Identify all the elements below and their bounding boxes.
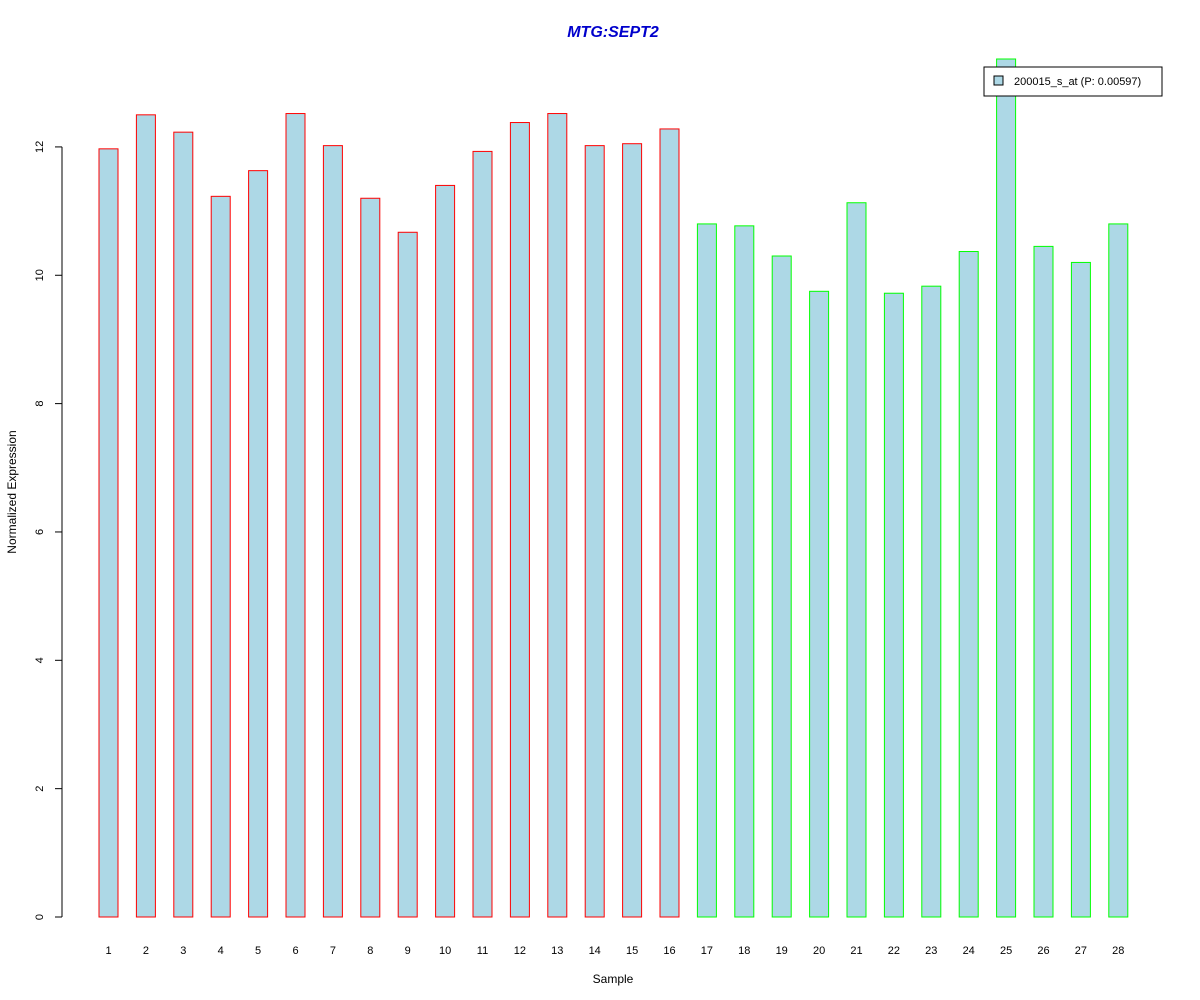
bar-sample-28 [1108, 223, 1129, 918]
x-tick-label: 26 [1037, 945, 1049, 957]
x-tick-label: 10 [439, 945, 451, 957]
bar-sample-2 [135, 114, 156, 918]
bar-sample-6 [285, 113, 306, 918]
y-tick-label: 0 [34, 914, 46, 920]
x-axis-ticks: 1 2 3 4 5 6 7 8 9 10 11 12 13 14 15 16 17 18 19 20 21 22 23 24 2… [105, 945, 1124, 957]
bar-sample-7 [322, 145, 343, 918]
bar-sample-21 [846, 202, 867, 918]
bar-sample-16 [659, 128, 680, 918]
x-tick-label: 3 [180, 945, 186, 957]
y-tick-label: 4 [34, 657, 46, 663]
bar-sample-19 [771, 255, 792, 918]
y-axis-label: Normalized Expression [5, 430, 19, 553]
x-tick-label: 11 [477, 945, 488, 957]
chart-title: MTG:SEPT2 [567, 24, 659, 41]
x-tick-label: 15 [626, 945, 638, 957]
x-tick-label: 12 [514, 945, 526, 957]
x-tick-label: 9 [405, 945, 411, 957]
bar-sample-8 [360, 197, 381, 918]
bar-sample-3 [173, 131, 194, 918]
bar-sample-13 [547, 113, 568, 918]
bar-sample-11 [472, 150, 493, 918]
y-tick-label: 8 [34, 401, 46, 407]
x-tick-label: 5 [255, 945, 261, 957]
bar-sample-18 [734, 225, 755, 918]
legend: 200015_s_at (P: 0.00597) [983, 66, 1163, 97]
x-tick-label: 4 [218, 945, 224, 957]
x-tick-label: 27 [1075, 945, 1087, 957]
x-tick-label: 19 [776, 945, 788, 957]
bar-sample-4 [210, 195, 231, 918]
bars [98, 58, 1129, 918]
bar-sample-20 [809, 290, 830, 918]
bar-sample-25 [996, 58, 1017, 918]
bar-sample-27 [1070, 261, 1091, 918]
x-tick-label: 28 [1112, 945, 1124, 957]
y-tick-label: 6 [34, 529, 46, 535]
bar-sample-15 [622, 143, 643, 918]
x-tick-label: 14 [589, 945, 601, 957]
x-tick-label: 8 [367, 945, 373, 957]
x-tick-label: 13 [551, 945, 563, 957]
legend-swatch [993, 75, 1004, 86]
bar-sample-24 [958, 251, 979, 918]
x-tick-label: 23 [925, 945, 937, 957]
x-tick-label: 21 [850, 945, 862, 957]
y-tick-label: 10 [34, 269, 46, 281]
x-tick-label: 16 [663, 945, 675, 957]
x-tick-label: 7 [330, 945, 336, 957]
y-tick-label: 12 [34, 141, 46, 153]
bar-sample-14 [584, 145, 605, 918]
x-tick-label: 25 [1000, 945, 1012, 957]
x-tick-label: 6 [292, 945, 298, 957]
x-tick-label: 18 [738, 945, 750, 957]
x-tick-label: 1 [105, 945, 111, 957]
bar-sample-5 [248, 170, 269, 918]
bar-sample-1 [98, 148, 119, 918]
bar-sample-17 [696, 223, 717, 918]
x-axis-label: Sample [593, 972, 634, 986]
legend-label: 200015_s_at (P: 0.00597) [1014, 76, 1141, 88]
bar-sample-22 [883, 292, 904, 918]
x-tick-label: 17 [701, 945, 713, 957]
y-tick-label: 2 [34, 786, 46, 792]
x-tick-label: 22 [888, 945, 900, 957]
y-axis-ticks: 0 2 4 6 8 10 12 [34, 141, 62, 920]
x-tick-label: 20 [813, 945, 825, 957]
x-tick-label: 2 [143, 945, 149, 957]
bar-sample-9 [397, 231, 418, 918]
x-tick-label: 24 [963, 945, 975, 957]
bar-sample-23 [921, 285, 942, 918]
legend-box [983, 66, 1163, 97]
bar-sample-26 [1033, 245, 1054, 918]
bar-sample-10 [435, 184, 456, 918]
bar-sample-12 [509, 122, 530, 918]
